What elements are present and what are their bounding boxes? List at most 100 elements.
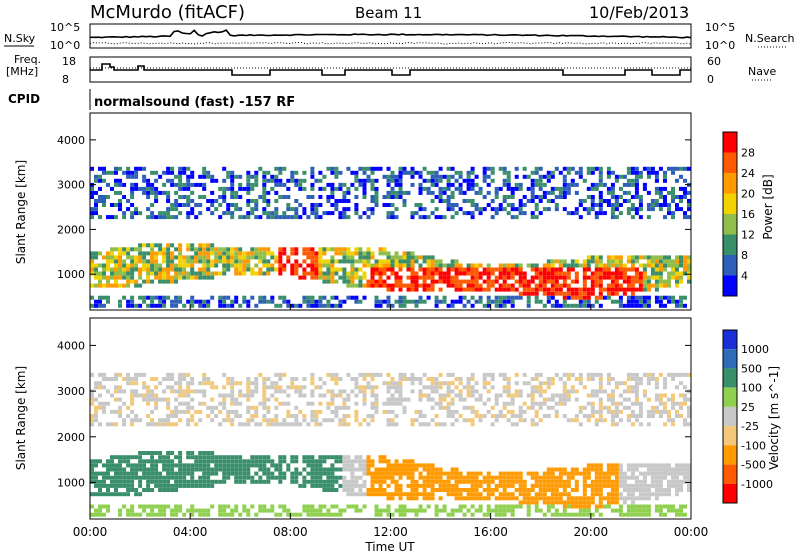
- velocity-cell: [342, 475, 347, 480]
- velocity-cell: [470, 475, 475, 480]
- power-cell: [202, 182, 207, 187]
- velocity-cell: [162, 488, 167, 492]
- power-cell: [450, 182, 455, 187]
- power-cell: [234, 190, 239, 195]
- power-cell: [358, 215, 363, 220]
- velocity-cell: [594, 418, 599, 423]
- velocity-cell: [98, 483, 102, 488]
- power-cell: [582, 178, 587, 183]
- power-cell: [134, 174, 139, 179]
- power-cell: [254, 199, 259, 203]
- velocity-cell: [270, 508, 275, 513]
- power-cell: [178, 295, 183, 300]
- velocity-cell: [430, 492, 435, 497]
- power-cell: [186, 186, 191, 191]
- power-cell: [394, 299, 399, 304]
- velocity-cell: [138, 483, 143, 488]
- velocity-cell: [466, 389, 471, 394]
- velocity-cell: [562, 471, 567, 476]
- velocity-cell: [638, 381, 643, 386]
- velocity-cell: [350, 479, 355, 484]
- power-cell: [238, 174, 243, 179]
- power-cell: [654, 203, 659, 207]
- velocity-cell: [154, 405, 159, 410]
- power-cell: [186, 263, 191, 268]
- velocity-cell: [318, 463, 323, 468]
- power-cell: [174, 295, 179, 300]
- power-cell: [466, 271, 471, 276]
- velocity-cell: [554, 372, 559, 377]
- velocity-cell: [398, 401, 403, 406]
- velocity-cell: [630, 492, 635, 497]
- power-cell: [326, 303, 331, 308]
- velocity-cell: [658, 401, 663, 406]
- power-cell: [158, 295, 163, 300]
- velocity-cell: [138, 372, 143, 377]
- power-cell: [446, 303, 451, 308]
- power-cell: [278, 195, 283, 199]
- power-cell: [198, 259, 203, 264]
- velocity-cell: [642, 504, 647, 509]
- power-cell: [679, 259, 683, 264]
- power-cell: [166, 211, 171, 216]
- noise-search-line: [89, 41, 692, 45]
- velocity-cell: [626, 463, 631, 468]
- velocity-cell: [578, 496, 583, 501]
- power-cell: [554, 259, 559, 264]
- power-cell: [642, 166, 647, 171]
- velocity-cell: [683, 504, 687, 509]
- velocity-cell: [186, 483, 191, 488]
- velocity-cell: [338, 475, 343, 480]
- power-cell: [574, 271, 579, 276]
- power-cell: [206, 263, 211, 268]
- power-cell: [390, 287, 395, 292]
- power-cell: [234, 203, 239, 207]
- velocity-cell: [422, 422, 427, 427]
- power-cell: [314, 263, 319, 268]
- power-cell: [278, 303, 283, 308]
- power-cell: [286, 203, 291, 207]
- power-cell: [166, 275, 171, 280]
- power-cell: [534, 275, 539, 280]
- velocity-cell: [683, 479, 687, 484]
- velocity-cell: [582, 475, 587, 480]
- power-cell: [382, 279, 387, 284]
- power-cell: [667, 283, 671, 288]
- velocity-heatmap-cells: [90, 372, 691, 517]
- power-cell: [390, 211, 395, 216]
- power-cell: [590, 271, 595, 276]
- power-cell: [566, 303, 571, 308]
- power-cell: [130, 170, 135, 175]
- velocity-cell: [102, 372, 106, 377]
- power-cell: [514, 174, 519, 179]
- power-cell: [562, 166, 567, 171]
- velocity-cell: [186, 372, 191, 377]
- velocity-cell: [434, 389, 439, 394]
- power-cell: [126, 174, 131, 179]
- power-cell: [386, 190, 391, 195]
- power-colorbar-label: Power [dB]: [761, 174, 775, 239]
- power-cell: [198, 247, 203, 252]
- velocity-cell: [634, 389, 639, 394]
- power-cell: [434, 178, 439, 183]
- velocity-cell: [282, 504, 287, 509]
- power-cell: [438, 215, 443, 220]
- power-cell: [462, 303, 467, 308]
- power-cell: [398, 279, 403, 284]
- power-cell: [470, 166, 475, 171]
- power-cell: [618, 211, 623, 216]
- power-cell: [562, 271, 567, 276]
- velocity-cell: [102, 504, 106, 509]
- power-cell: [522, 174, 527, 179]
- power-cell: [438, 166, 443, 171]
- power-cell: [474, 275, 479, 280]
- power-cell: [298, 263, 303, 268]
- velocity-cell: [174, 409, 179, 414]
- power-cell: [158, 211, 163, 216]
- power-cell: [318, 251, 323, 256]
- velocity-cell: [398, 483, 403, 488]
- power-cell: [214, 255, 219, 260]
- power-cell: [562, 275, 567, 280]
- velocity-cell: [618, 471, 623, 476]
- power-cell: [198, 255, 203, 260]
